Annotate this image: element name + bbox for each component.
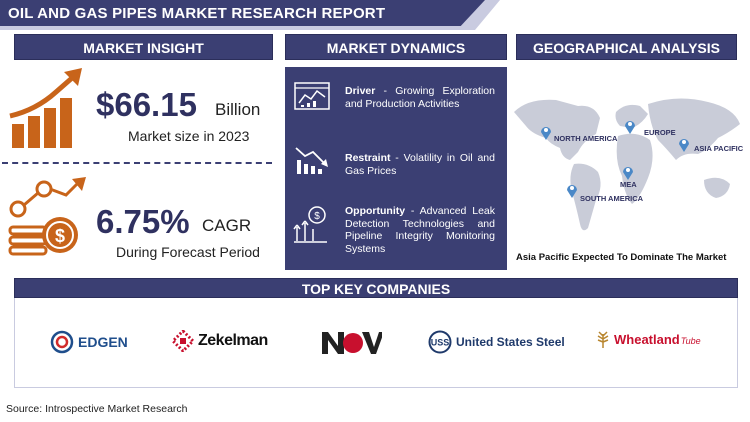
- opportunity-label: Opportunity: [345, 205, 406, 217]
- svg-text:$: $: [55, 226, 65, 246]
- us-steel-logo: USS United States Steel: [428, 330, 565, 354]
- restraint-text: - Volatility in Oil and Gas Prices: [345, 152, 495, 177]
- driver-label: Driver: [345, 85, 376, 97]
- zekelman-logo: Zekelman: [172, 330, 268, 352]
- market-size-caption: Market size in 2023: [128, 128, 250, 144]
- geo-caption: Asia Pacific Expected To Dominate The Ma…: [516, 252, 727, 263]
- south-america-pin-icon: [567, 185, 577, 198]
- region-label-south-america: SOUTH AMERICA: [580, 194, 644, 203]
- wheatland-tube-name: Tube: [680, 335, 701, 346]
- growth-money-icon: $: [293, 206, 327, 243]
- zekelman-logo-icon: [172, 330, 194, 352]
- market-size-unit: Billion: [215, 100, 261, 119]
- growth-bar-chart-icon: [9, 68, 82, 148]
- edgen-logo-icon: [50, 330, 74, 354]
- declining-chart-icon: [295, 147, 328, 174]
- europe-pin-icon: [625, 121, 635, 134]
- market-dynamics-header: MARKET DYNAMICS: [285, 34, 507, 60]
- restraint-label: Restraint: [345, 152, 391, 164]
- nov-logo-mark: [322, 332, 382, 354]
- region-label-north-america: NORTH AMERICA: [554, 134, 618, 143]
- world-map-shape: [514, 98, 740, 231]
- region-label-europe: EUROPE: [644, 128, 676, 137]
- us-steel-name: United States Steel: [456, 335, 565, 349]
- region-label-asia-pacific: ASIA PACIFIC: [694, 144, 744, 153]
- wheatland-tube-logo: Wheatland Tube: [596, 330, 701, 348]
- asia-pacific-pin-icon: [679, 139, 689, 152]
- world-map: NORTH AMERICA EUROPE ASIA PACIFIC MEA SO…: [508, 68, 746, 268]
- edgen-name: EDGEN: [78, 334, 128, 350]
- top-key-companies-box: [14, 290, 738, 388]
- wheatland-logo-icon: [597, 331, 609, 348]
- analytics-monitor-icon: [294, 82, 330, 110]
- driver-text: - Growing Exploration and Production Act…: [345, 85, 495, 110]
- zekelman-name: Zekelman: [198, 332, 268, 349]
- geographical-analysis-header: GEOGRAPHICAL ANALYSIS: [516, 34, 737, 60]
- svg-text:USS: USS: [431, 338, 450, 348]
- top-key-companies-header: TOP KEY COMPANIES: [14, 278, 738, 298]
- svg-text:$: $: [314, 211, 320, 222]
- cagr-unit: CAGR: [202, 216, 252, 235]
- insight-divider: [2, 162, 272, 164]
- north-america-pin-icon: [541, 127, 551, 140]
- edgen-logo: EDGEN: [50, 330, 128, 354]
- nov-logo: NOV: [322, 330, 382, 356]
- wheatland-name: Wheatland: [614, 331, 680, 347]
- us-steel-logo-icon: USS: [428, 330, 452, 354]
- coin-stack-growth-icon: $: [8, 177, 86, 256]
- nov-name: NOV: [322, 330, 323, 331]
- cagr-caption: During Forecast Period: [116, 244, 260, 260]
- region-label-mea: MEA: [620, 180, 637, 189]
- source-note: Source: Introspective Market Research: [6, 403, 188, 415]
- market-dynamics-panel: Driver - Growing Exploration and Product…: [285, 67, 507, 270]
- page-title: OIL AND GAS PIPES MARKET RESEARCH REPORT: [0, 0, 485, 26]
- market-insight-header: MARKET INSIGHT: [14, 34, 273, 60]
- opportunity-text: - Advanced Leak Detection Technologies a…: [345, 205, 495, 255]
- cagr-value: 6.75%: [96, 203, 190, 240]
- market-size-value: $66.15: [96, 86, 197, 123]
- mea-pin-icon: [623, 167, 633, 180]
